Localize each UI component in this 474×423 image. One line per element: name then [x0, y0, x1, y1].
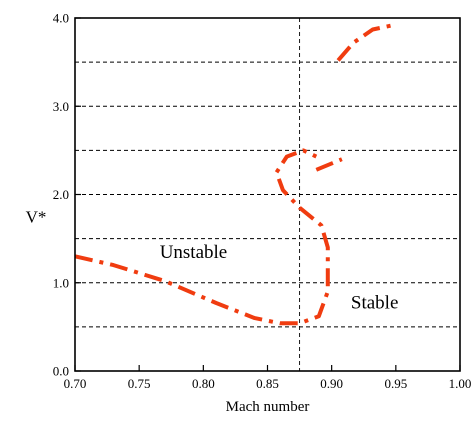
- axis-ticks: [74, 17, 461, 372]
- y-tick-label: 2.0: [53, 187, 69, 202]
- unstable-region-label: Unstable: [160, 242, 228, 263]
- x-axis-label: Mach number: [226, 399, 310, 415]
- x-tick-label: 0.90: [320, 376, 343, 391]
- x-tick-label: 0.95: [384, 376, 407, 391]
- x-tick-labels: 0.70 0.75 0.80 0.85 0.90 0.95 1.00: [64, 376, 472, 391]
- stable-region-label: Stable: [351, 292, 399, 313]
- x-tick-label: 1.00: [449, 376, 472, 391]
- series-line: [74, 148, 330, 326]
- y-axis-label: V*: [26, 208, 47, 227]
- grid-lines: [75, 18, 460, 371]
- x-tick-label: 0.70: [64, 376, 87, 391]
- y-tick-labels: 0.0 1.0 2.0 3.0 4.0: [53, 11, 69, 379]
- x-tick-label: 0.80: [192, 376, 215, 391]
- y-tick-label: 4.0: [53, 11, 69, 26]
- x-tick-label: 0.75: [128, 376, 151, 391]
- y-tick-label: 1.0: [53, 275, 69, 290]
- y-tick-label: 0.0: [53, 364, 69, 379]
- series-line: [336, 23, 394, 62]
- stability-boundary-series: [74, 23, 394, 326]
- series-line: [315, 157, 343, 172]
- x-tick-label: 0.85: [256, 376, 279, 391]
- y-tick-label: 3.0: [53, 99, 69, 114]
